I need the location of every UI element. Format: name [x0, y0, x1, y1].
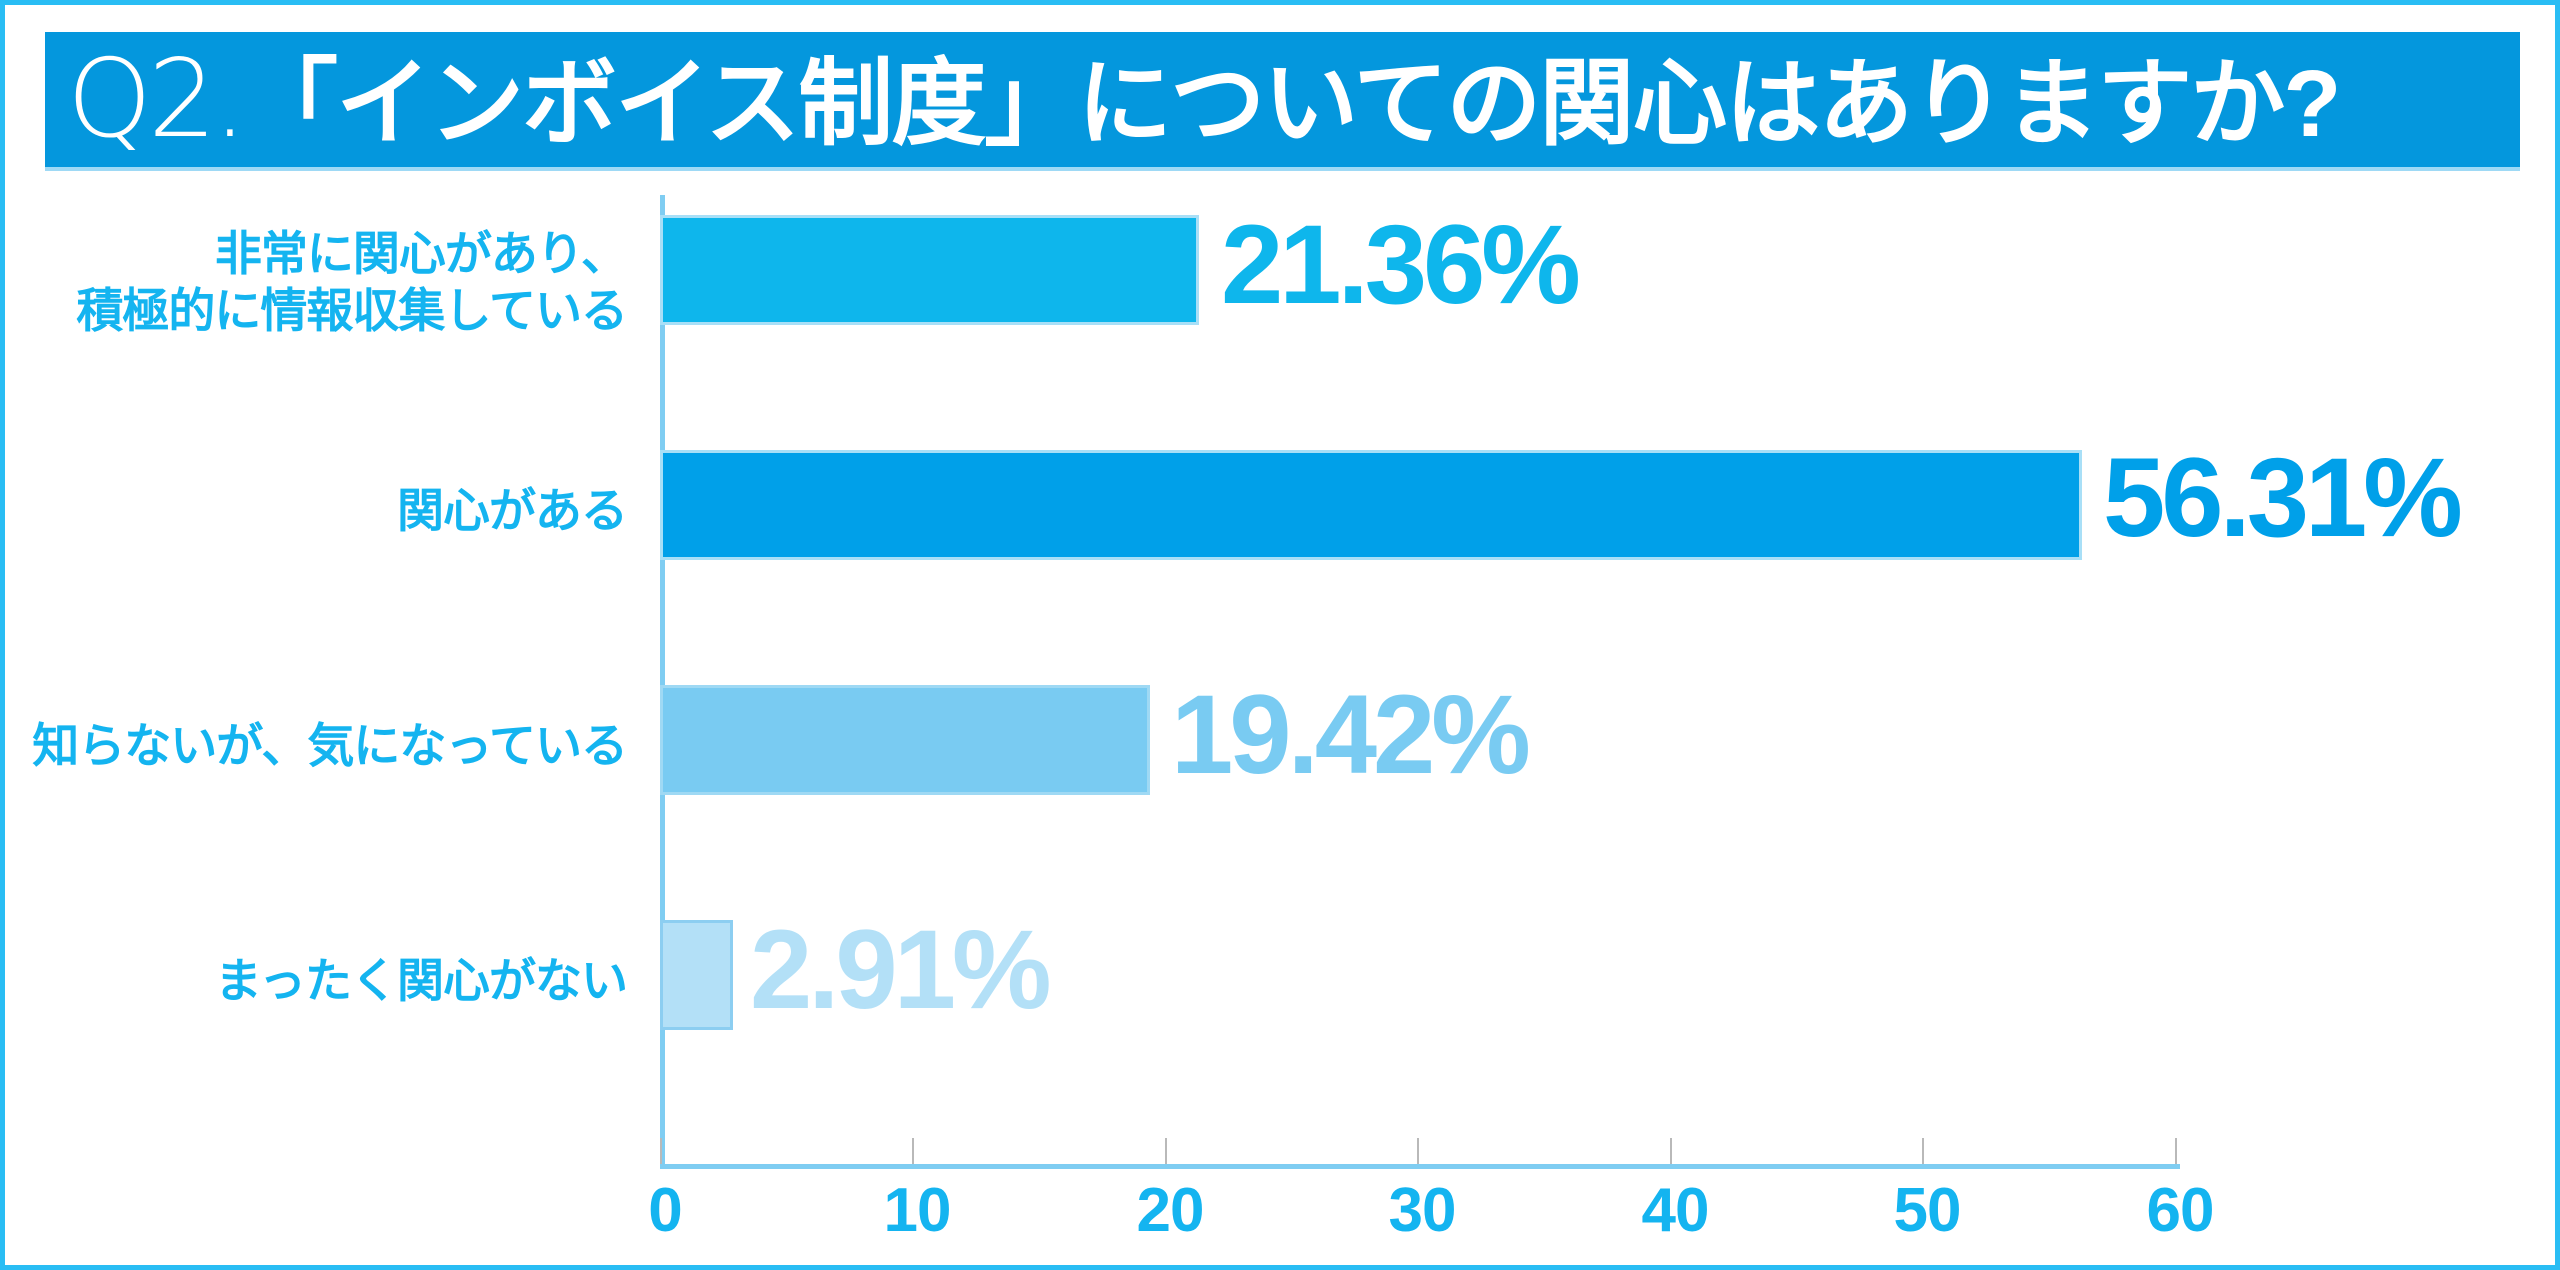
bar-segment: [660, 920, 733, 1030]
chart-row: 非常に関心があり、 積極的に情報収集している 21.36%: [5, 209, 2560, 340]
chart-row: まったく関心がない 2.91%: [5, 914, 2560, 1045]
x-axis-tick: [912, 1138, 914, 1164]
title-question-number: Q2.: [67, 36, 247, 162]
bar-chart: 0 10 20 30 40 50 60 非常に関心があり、 積極的に情報収集して…: [5, 185, 2560, 1265]
x-axis-line: [660, 1164, 2180, 1169]
x-axis-tick-label: 60: [2146, 1176, 2215, 1245]
page-title: Q2.「インボイス制度」についての関心はありますか?: [45, 45, 2341, 157]
x-axis-tick-label: 40: [1641, 1176, 1710, 1245]
x-axis-tick: [660, 1138, 662, 1164]
bar-segment: [660, 450, 2082, 560]
x-axis-tick-label: 0: [648, 1176, 682, 1245]
bar-segment: [660, 685, 1150, 795]
x-axis-tick-label: 10: [883, 1176, 952, 1245]
chart-row: 知らないが、気になっている 19.42%: [5, 679, 2560, 810]
category-label: 関心がある: [397, 484, 628, 537]
x-axis-tick: [1670, 1138, 1672, 1164]
bar-value-label: 56.31%: [2103, 435, 2463, 560]
bar-value-label: 19.42%: [1171, 672, 1531, 797]
category-label: まったく関心がない: [214, 954, 628, 1007]
y-axis-line: [660, 195, 665, 1169]
x-axis-tick-label: 20: [1136, 1176, 1205, 1245]
x-axis-tick: [1165, 1138, 1167, 1164]
x-axis-tick: [1417, 1138, 1419, 1164]
bar-segment: [660, 215, 1199, 325]
x-axis-tick-label: 50: [1893, 1176, 1962, 1245]
title-question-text: 「インボイス制度」についての関心はありますか?: [243, 50, 2341, 157]
title-banner: Q2.「インボイス制度」についての関心はありますか?: [45, 32, 2520, 167]
category-label: 知らないが、気になっている: [32, 719, 628, 772]
chart-row: 関心がある 56.31%: [5, 442, 2560, 575]
bar-value-label: 2.91%: [750, 907, 1052, 1032]
x-axis-tick: [1922, 1138, 1924, 1164]
bar-value-label: 21.36%: [1221, 202, 1581, 327]
x-axis-tick-label: 30: [1388, 1176, 1457, 1245]
x-axis-tick: [2175, 1138, 2177, 1164]
category-label: 非常に関心があり、 積極的に情報収集している: [76, 227, 628, 338]
